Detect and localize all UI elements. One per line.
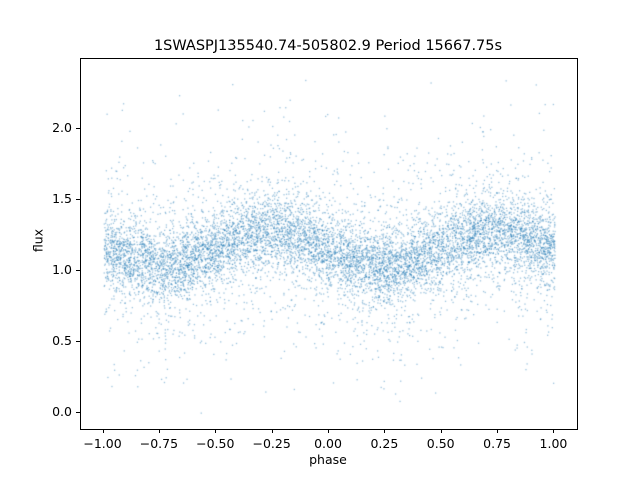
x-tick-label: 0.75 (483, 436, 511, 451)
y-tick-label: 2.0 (52, 119, 72, 135)
x-tick-mark (215, 429, 217, 433)
x-tick-mark (384, 429, 386, 433)
scatter-canvas (81, 59, 577, 429)
y-tick-mark (76, 270, 80, 272)
y-tick-label: 0.5 (52, 333, 72, 349)
x-axis-label: phase (309, 452, 347, 467)
y-tick-mark (76, 127, 80, 129)
chart-title: 1SWASPJ135540.74-505802.9 Period 15667.7… (153, 38, 503, 54)
x-tick-label: −0.75 (139, 436, 179, 451)
x-tick-mark (440, 429, 442, 433)
y-tick-label: 0.0 (52, 404, 72, 420)
x-tick-mark (158, 429, 160, 433)
x-tick-mark (328, 429, 329, 433)
x-tick-label: −0.25 (252, 436, 291, 451)
y-tick-label: 1.5 (52, 190, 72, 206)
y-tick-mark (76, 412, 80, 414)
x-tick-label: 1.00 (539, 436, 568, 451)
y-tick-mark (76, 198, 80, 200)
x-tick-mark (553, 429, 555, 433)
y-tick-mark (76, 341, 80, 343)
x-tick-label: 0.50 (426, 436, 455, 451)
x-tick-mark (497, 429, 499, 433)
y-tick-label: 1.0 (52, 262, 72, 278)
x-tick-mark (102, 429, 104, 433)
x-tick-label: −0.50 (196, 436, 235, 451)
x-tick-label: 0.00 (314, 436, 342, 451)
x-tick-label: −1.00 (83, 436, 122, 451)
plot-area (80, 58, 578, 430)
x-tick-mark (271, 429, 273, 433)
y-axis-label: flux (30, 228, 46, 253)
x-tick-label: 0.25 (370, 436, 399, 451)
